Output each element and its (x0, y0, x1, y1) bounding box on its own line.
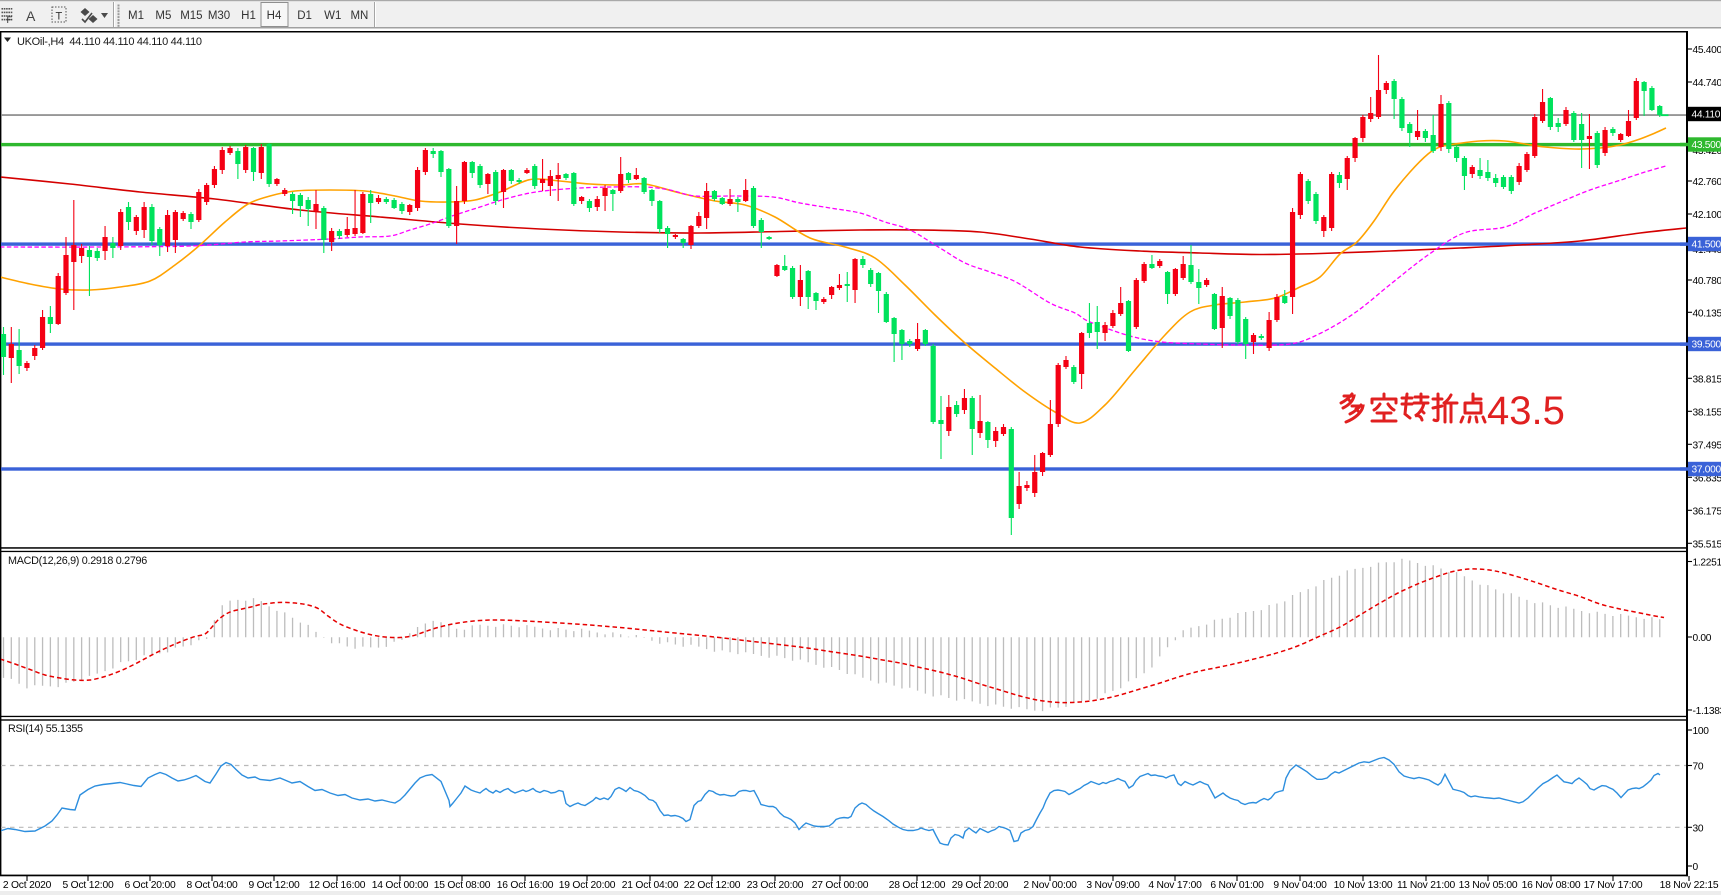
svg-text:4 Nov 17:00: 4 Nov 17:00 (1148, 880, 1202, 891)
svg-text:RSI(14) 55.1355: RSI(14) 55.1355 (8, 723, 83, 735)
svg-text:41.500: 41.500 (1692, 240, 1721, 251)
svg-text:11 Nov 21:00: 11 Nov 21:00 (1397, 880, 1456, 891)
svg-text:MACD(12,26,9) 0.2918 0.2796: MACD(12,26,9) 0.2918 0.2796 (8, 555, 147, 567)
svg-text:39.500: 39.500 (1692, 340, 1721, 351)
svg-text:42.760: 42.760 (1693, 177, 1721, 188)
svg-text:-1.1383: -1.1383 (1693, 706, 1721, 717)
svg-text:13 Nov 05:00: 13 Nov 05:00 (1459, 880, 1518, 891)
svg-text:27 Oct 00:00: 27 Oct 00:00 (812, 880, 869, 891)
svg-text:M15: M15 (180, 10, 202, 22)
svg-text:19 Oct 20:00: 19 Oct 20:00 (559, 880, 616, 891)
svg-text:45.400: 45.400 (1693, 45, 1721, 56)
svg-text:2 Oct 2020: 2 Oct 2020 (3, 880, 52, 891)
svg-text:29 Oct 20:00: 29 Oct 20:00 (952, 880, 1009, 891)
svg-text:36.835: 36.835 (1693, 473, 1721, 484)
svg-text:9 Nov 04:00: 9 Nov 04:00 (1273, 880, 1327, 891)
svg-text:38.815: 38.815 (1693, 374, 1721, 385)
svg-text:12 Oct 16:00: 12 Oct 16:00 (309, 880, 366, 891)
svg-text:M1: M1 (128, 10, 144, 22)
svg-text:UKOil-,H4 44.110 44.110 44.11: UKOil-,H4 44.110 44.110 44.110 44.110 (17, 36, 202, 48)
svg-text:15 Oct 08:00: 15 Oct 08:00 (434, 880, 491, 891)
svg-text:H4: H4 (267, 10, 282, 22)
svg-text:6 Nov 01:00: 6 Nov 01:00 (1210, 880, 1264, 891)
svg-text:18 Nov 22:15: 18 Nov 22:15 (1660, 880, 1719, 891)
svg-text:H1: H1 (241, 10, 256, 22)
svg-text:1.2251: 1.2251 (1693, 558, 1721, 569)
svg-text:0: 0 (1693, 862, 1699, 873)
svg-text:9 Oct 12:00: 9 Oct 12:00 (248, 880, 300, 891)
svg-text:17 Nov 17:00: 17 Nov 17:00 (1584, 880, 1643, 891)
svg-text:6 Oct 20:00: 6 Oct 20:00 (124, 880, 176, 891)
svg-text:30: 30 (1693, 823, 1704, 834)
svg-text:28 Oct 12:00: 28 Oct 12:00 (889, 880, 946, 891)
svg-text:5 Oct 12:00: 5 Oct 12:00 (62, 880, 114, 891)
svg-text:0.00: 0.00 (1693, 633, 1712, 644)
svg-text:A: A (26, 8, 36, 24)
svg-text:T: T (56, 11, 63, 23)
svg-text:43.5: 43.5 (1487, 389, 1565, 433)
svg-text:44.740: 44.740 (1693, 78, 1721, 89)
svg-text:MN: MN (350, 10, 368, 22)
svg-text:W1: W1 (324, 10, 341, 22)
svg-text:70: 70 (1693, 762, 1704, 773)
svg-text:38.155: 38.155 (1693, 407, 1721, 418)
svg-text:23 Oct 20:00: 23 Oct 20:00 (747, 880, 804, 891)
svg-text:2 Nov 00:00: 2 Nov 00:00 (1023, 880, 1077, 891)
svg-text:40.780: 40.780 (1693, 276, 1721, 287)
svg-text:43.500: 43.500 (1692, 140, 1721, 151)
svg-text:35.515: 35.515 (1693, 539, 1721, 550)
svg-text:14 Oct 00:00: 14 Oct 00:00 (372, 880, 429, 891)
svg-text:10 Nov 13:00: 10 Nov 13:00 (1334, 880, 1393, 891)
svg-text:21 Oct 04:00: 21 Oct 04:00 (622, 880, 679, 891)
svg-text:D1: D1 (297, 10, 312, 22)
svg-text:M5: M5 (155, 10, 171, 22)
svg-text:37.000: 37.000 (1692, 465, 1721, 476)
svg-text:16 Oct 16:00: 16 Oct 16:00 (497, 880, 554, 891)
svg-text:22 Oct 12:00: 22 Oct 12:00 (684, 880, 741, 891)
svg-text:M30: M30 (208, 10, 230, 22)
svg-text:36.175: 36.175 (1693, 506, 1721, 517)
svg-text:40.135: 40.135 (1693, 308, 1721, 319)
svg-text:44.110: 44.110 (1692, 110, 1721, 121)
svg-text:42.100: 42.100 (1693, 210, 1721, 221)
svg-text:8 Oct 04:00: 8 Oct 04:00 (186, 880, 238, 891)
svg-text:3 Nov 09:00: 3 Nov 09:00 (1086, 880, 1140, 891)
svg-text:37.495: 37.495 (1693, 440, 1721, 451)
svg-text:16 Nov 08:00: 16 Nov 08:00 (1522, 880, 1581, 891)
svg-text:F: F (7, 15, 13, 26)
svg-text:100: 100 (1693, 726, 1710, 737)
